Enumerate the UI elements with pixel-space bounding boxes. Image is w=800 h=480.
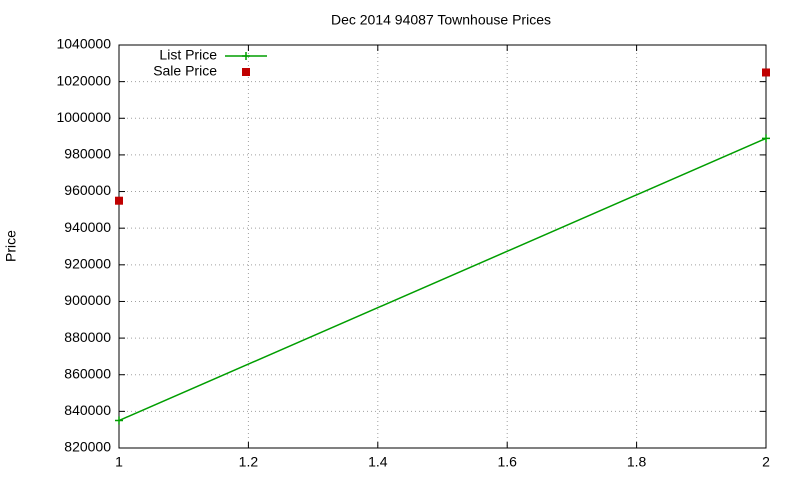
y-tick-label: 900000 (64, 292, 111, 308)
y-tick-label: 1020000 (56, 72, 111, 88)
x-tick-label: 1 (115, 454, 123, 470)
data-point (115, 416, 123, 425)
y-axis-label: Price (3, 230, 19, 262)
series-line (118, 137, 767, 422)
y-tick-label: 960000 (64, 182, 111, 198)
legend-marker (242, 52, 250, 60)
y-tick-label: 880000 (64, 329, 111, 345)
data-point (762, 68, 770, 77)
legend-label: Sale Price (153, 63, 217, 79)
data-point (762, 134, 770, 143)
legend-label: List Price (159, 47, 217, 63)
x-tick-label: 1.8 (627, 454, 647, 470)
y-tick-label: 840000 (64, 402, 111, 418)
y-tick-label: 860000 (64, 365, 111, 381)
x-tick-label: 1.6 (497, 454, 517, 470)
x-tick-label: 1.4 (368, 454, 388, 470)
y-tick-label: 1040000 (56, 36, 111, 52)
y-tick-label: 940000 (64, 219, 111, 235)
y-tick-label: 980000 (64, 146, 111, 162)
data-point (115, 196, 123, 205)
plot-border (118, 44, 767, 449)
chart-title: Dec 2014 94087 Townhouse Prices (331, 12, 551, 28)
y-tick-label: 920000 (64, 256, 111, 272)
x-tick-label: 2 (762, 454, 770, 470)
legend-marker (242, 68, 250, 76)
y-tick-label: 820000 (64, 439, 111, 455)
y-tick-label: 1000000 (56, 109, 111, 125)
x-tick-label: 1.2 (239, 454, 259, 470)
